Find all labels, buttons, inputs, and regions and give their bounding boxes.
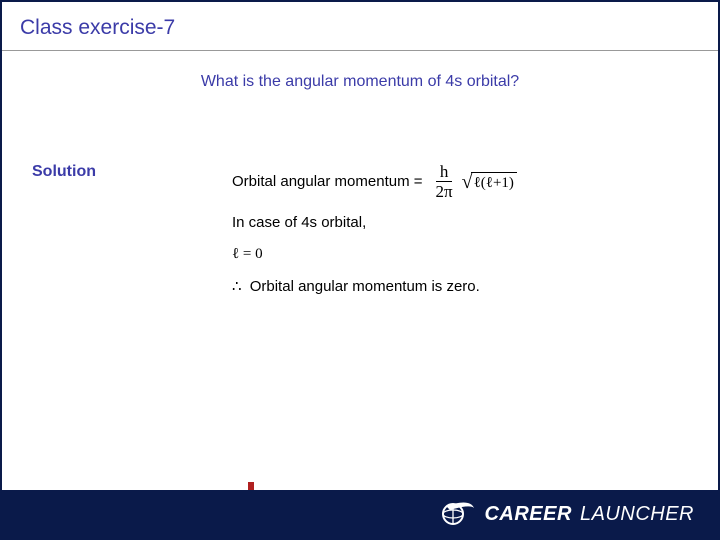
conclusion-text: Orbital angular momentum is zero. bbox=[250, 278, 480, 295]
footer-bar: CAREER LAUNCHER bbox=[2, 490, 718, 538]
formula-expression: h 2π √ ℓ(ℓ+1) bbox=[429, 163, 517, 200]
fraction: h 2π bbox=[432, 163, 457, 200]
fraction-denominator: 2π bbox=[432, 182, 457, 200]
formula-line: Orbital angular momentum = h 2π √ ℓ(ℓ+1) bbox=[232, 163, 688, 200]
therefore-symbol: ∴ bbox=[232, 279, 242, 295]
brand-logo: CAREER LAUNCHER bbox=[440, 500, 694, 528]
question-text: What is the angular momentum of 4s orbit… bbox=[2, 73, 718, 91]
slide-frame: Class exercise-7 What is the angular mom… bbox=[0, 0, 720, 540]
ell-equals: ℓ = 0 bbox=[232, 246, 263, 262]
sqrt-radicand: ℓ(ℓ+1) bbox=[471, 172, 517, 192]
slide-title: Class exercise-7 bbox=[20, 16, 700, 40]
fraction-numerator: h bbox=[436, 163, 453, 182]
sqrt: √ ℓ(ℓ+1) bbox=[462, 172, 517, 192]
accent-mark bbox=[248, 482, 254, 490]
brand-word-1: CAREER bbox=[484, 503, 571, 526]
solution-body: Orbital angular momentum = h 2π √ ℓ(ℓ+1)… bbox=[232, 163, 688, 296]
brand-text: CAREER LAUNCHER bbox=[484, 503, 694, 526]
value-line: ℓ = 0 bbox=[232, 245, 688, 263]
brand-word-2: LAUNCHER bbox=[580, 503, 694, 526]
formula-prefix: Orbital angular momentum = bbox=[232, 173, 423, 190]
solution-label: Solution bbox=[32, 163, 96, 181]
globe-swoosh-icon bbox=[440, 500, 474, 528]
conclusion-line: ∴ Orbital angular momentum is zero. bbox=[232, 277, 688, 296]
case-line: In case of 4s orbital, bbox=[232, 214, 688, 231]
title-bar: Class exercise-7 bbox=[2, 2, 718, 51]
content-area: Solution Orbital angular momentum = h 2π… bbox=[2, 163, 718, 296]
